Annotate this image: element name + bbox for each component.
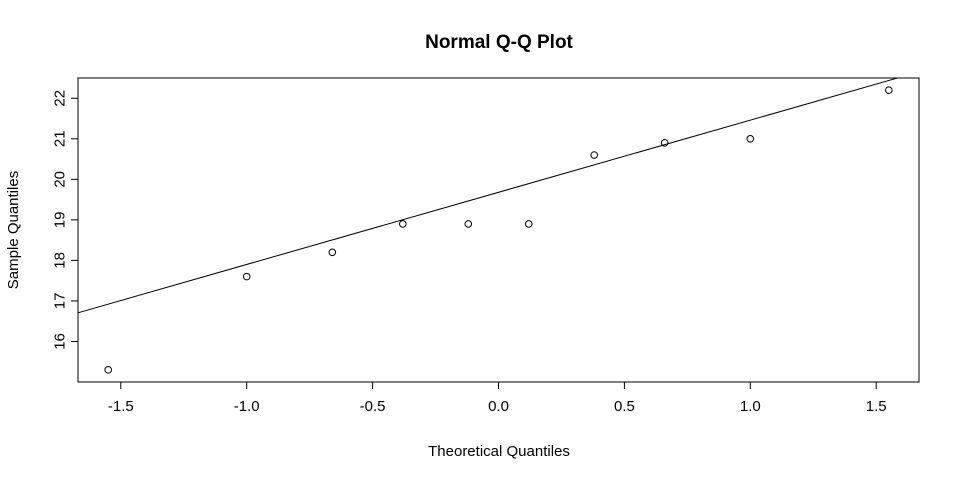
y-tick-label: 22 [52, 90, 69, 107]
data-point [104, 366, 113, 374]
reference-line-group [77, 77, 898, 314]
plot-frame [77, 77, 920, 383]
x-tick-label: 1.0 [740, 398, 761, 415]
x-tick-label: 1.5 [866, 398, 887, 415]
y-tick-label: 18 [52, 252, 69, 269]
x-axis: -1.5 -1.0 -0.5 0.0 0.5 1.0 1.5 [108, 381, 887, 415]
chart-title: Normal Q-Q Plot [425, 32, 573, 53]
data-point [328, 248, 337, 257]
data-point [524, 220, 533, 228]
y-tick-label: 20 [52, 171, 69, 188]
data-point [399, 220, 407, 228]
data-point [590, 151, 598, 159]
data-point [746, 135, 755, 143]
x-tick-label: 0.0 [488, 398, 509, 415]
x-tick-label: -1.5 [108, 398, 134, 415]
x-tick-label: -1.0 [234, 398, 260, 415]
points-group [104, 86, 893, 374]
y-tick-label: 17 [52, 293, 69, 310]
x-tick-label: -0.5 [360, 398, 386, 415]
x-tick-label: 0.5 [614, 398, 635, 415]
data-point [884, 86, 893, 94]
data-point [242, 272, 251, 281]
y-axis-label: Sample Quantiles [5, 171, 22, 289]
x-axis-label: Theoretical Quantiles [428, 443, 570, 460]
qq-reference-line [77, 77, 898, 314]
y-axis: 16 17 18 19 20 21 22 [52, 90, 79, 350]
y-tick-label: 16 [52, 333, 69, 350]
y-tick-label: 19 [52, 212, 69, 229]
y-tick-label: 21 [52, 130, 69, 147]
data-point [660, 139, 669, 147]
data-point [464, 220, 473, 228]
